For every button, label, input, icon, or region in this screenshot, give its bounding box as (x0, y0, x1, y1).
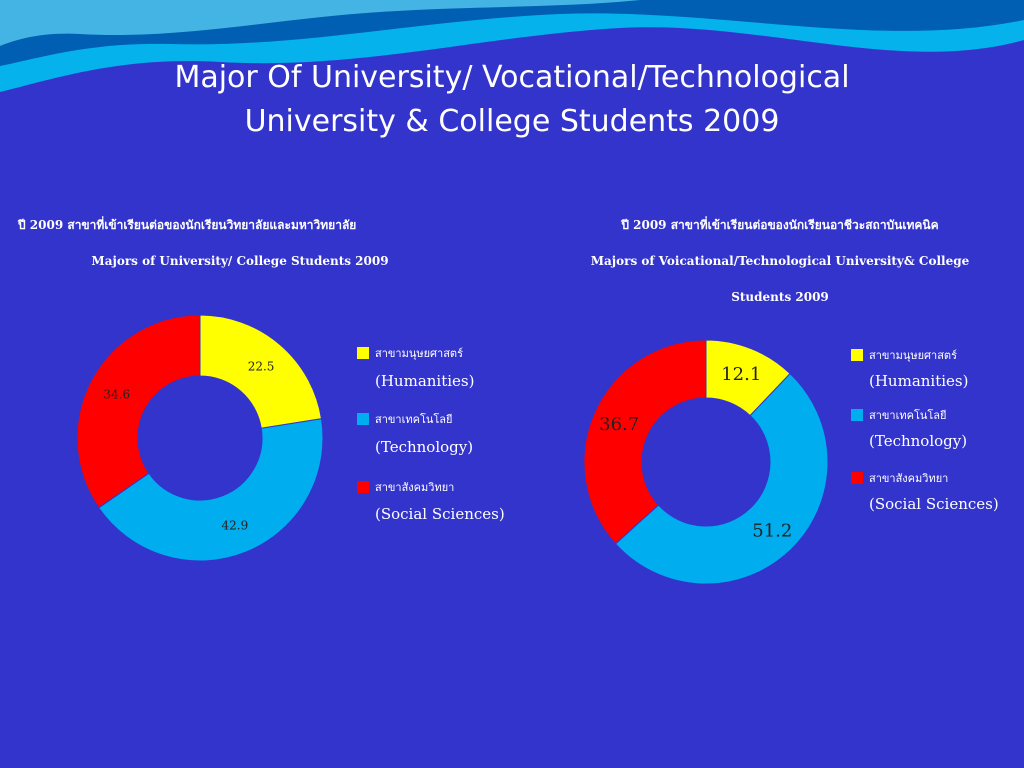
chart2-data-label-humanities: 12.1 (721, 364, 761, 385)
chart2-title-line1: Majors of Voicational/Technological Univ… (590, 254, 970, 268)
slide-title: Major Of University/ Vocational/Technolo… (0, 56, 1024, 144)
chart1-slice-social-sciences (76, 314, 201, 509)
legend-label-thai: สาขาสังคมวิทยา (375, 481, 455, 494)
legend-swatch-humanities (851, 349, 863, 361)
legend-swatch-humanities (357, 347, 369, 359)
chart1-data-label-technology: 42.9 (222, 518, 249, 532)
legend-label: (Humanities) (869, 372, 969, 390)
legend-label-thai: สาขาสังคมวิทยา (869, 472, 949, 485)
legend-label-thai: สาขามนุษยศาสตร์ (869, 349, 957, 362)
chart2-data-label-technology: 51.2 (752, 520, 792, 541)
legend-label: (Technology) (869, 432, 968, 450)
chart1-title: Majors of University/ College Students 2… (91, 254, 389, 268)
legend-swatch-technology (357, 413, 369, 425)
chart1-slice-technology (98, 418, 324, 562)
header-wave-decoration (0, 0, 1024, 92)
legend-label: (Humanities) (375, 372, 475, 390)
chart1-title-thai: ปี 2009 สาขาที่เข้าเรียนต่อของนักเรียนวิ… (18, 218, 357, 232)
legend-label: (Social Sciences) (869, 495, 999, 513)
legend-label-thai: สาขาเทคโนโลยี (375, 413, 453, 426)
slide-title-line2: University & College Students 2009 (244, 104, 780, 139)
legend-label: (Social Sciences) (375, 505, 505, 523)
chart1-donut: 22.5 42.9 34.6 (76, 314, 324, 562)
chart2-title-line2: Students 2009 (731, 290, 829, 304)
chart1-data-label-humanities: 22.5 (248, 360, 275, 374)
chart1-data-label-social-sciences: 34.6 (103, 387, 130, 401)
chart2-slice-technology (614, 372, 829, 585)
chart2-data-label-social-sciences: 36.7 (599, 414, 639, 435)
chart2-donut: 12.1 51.2 36.7 (583, 339, 829, 585)
slide-title-line1: Major Of University/ Vocational/Technolo… (174, 60, 850, 95)
wave-highlight (0, 0, 640, 46)
legend-label: (Technology) (375, 438, 474, 456)
legend-label-thai: สาขามนุษยศาสตร์ (375, 347, 463, 360)
legend-swatch-social-sciences (851, 472, 863, 484)
chart2-slice-social-sciences (583, 339, 707, 545)
legend-label-thai: สาขาเทคโนโลยี (869, 409, 947, 422)
chart1-slice-humanities (199, 314, 323, 429)
legend-swatch-social-sciences (357, 481, 369, 493)
chart2-title-thai: ปี 2009 สาขาที่เข้าเรียนต่อของนักเรียนอา… (621, 218, 939, 232)
legend-swatch-technology (851, 409, 863, 421)
